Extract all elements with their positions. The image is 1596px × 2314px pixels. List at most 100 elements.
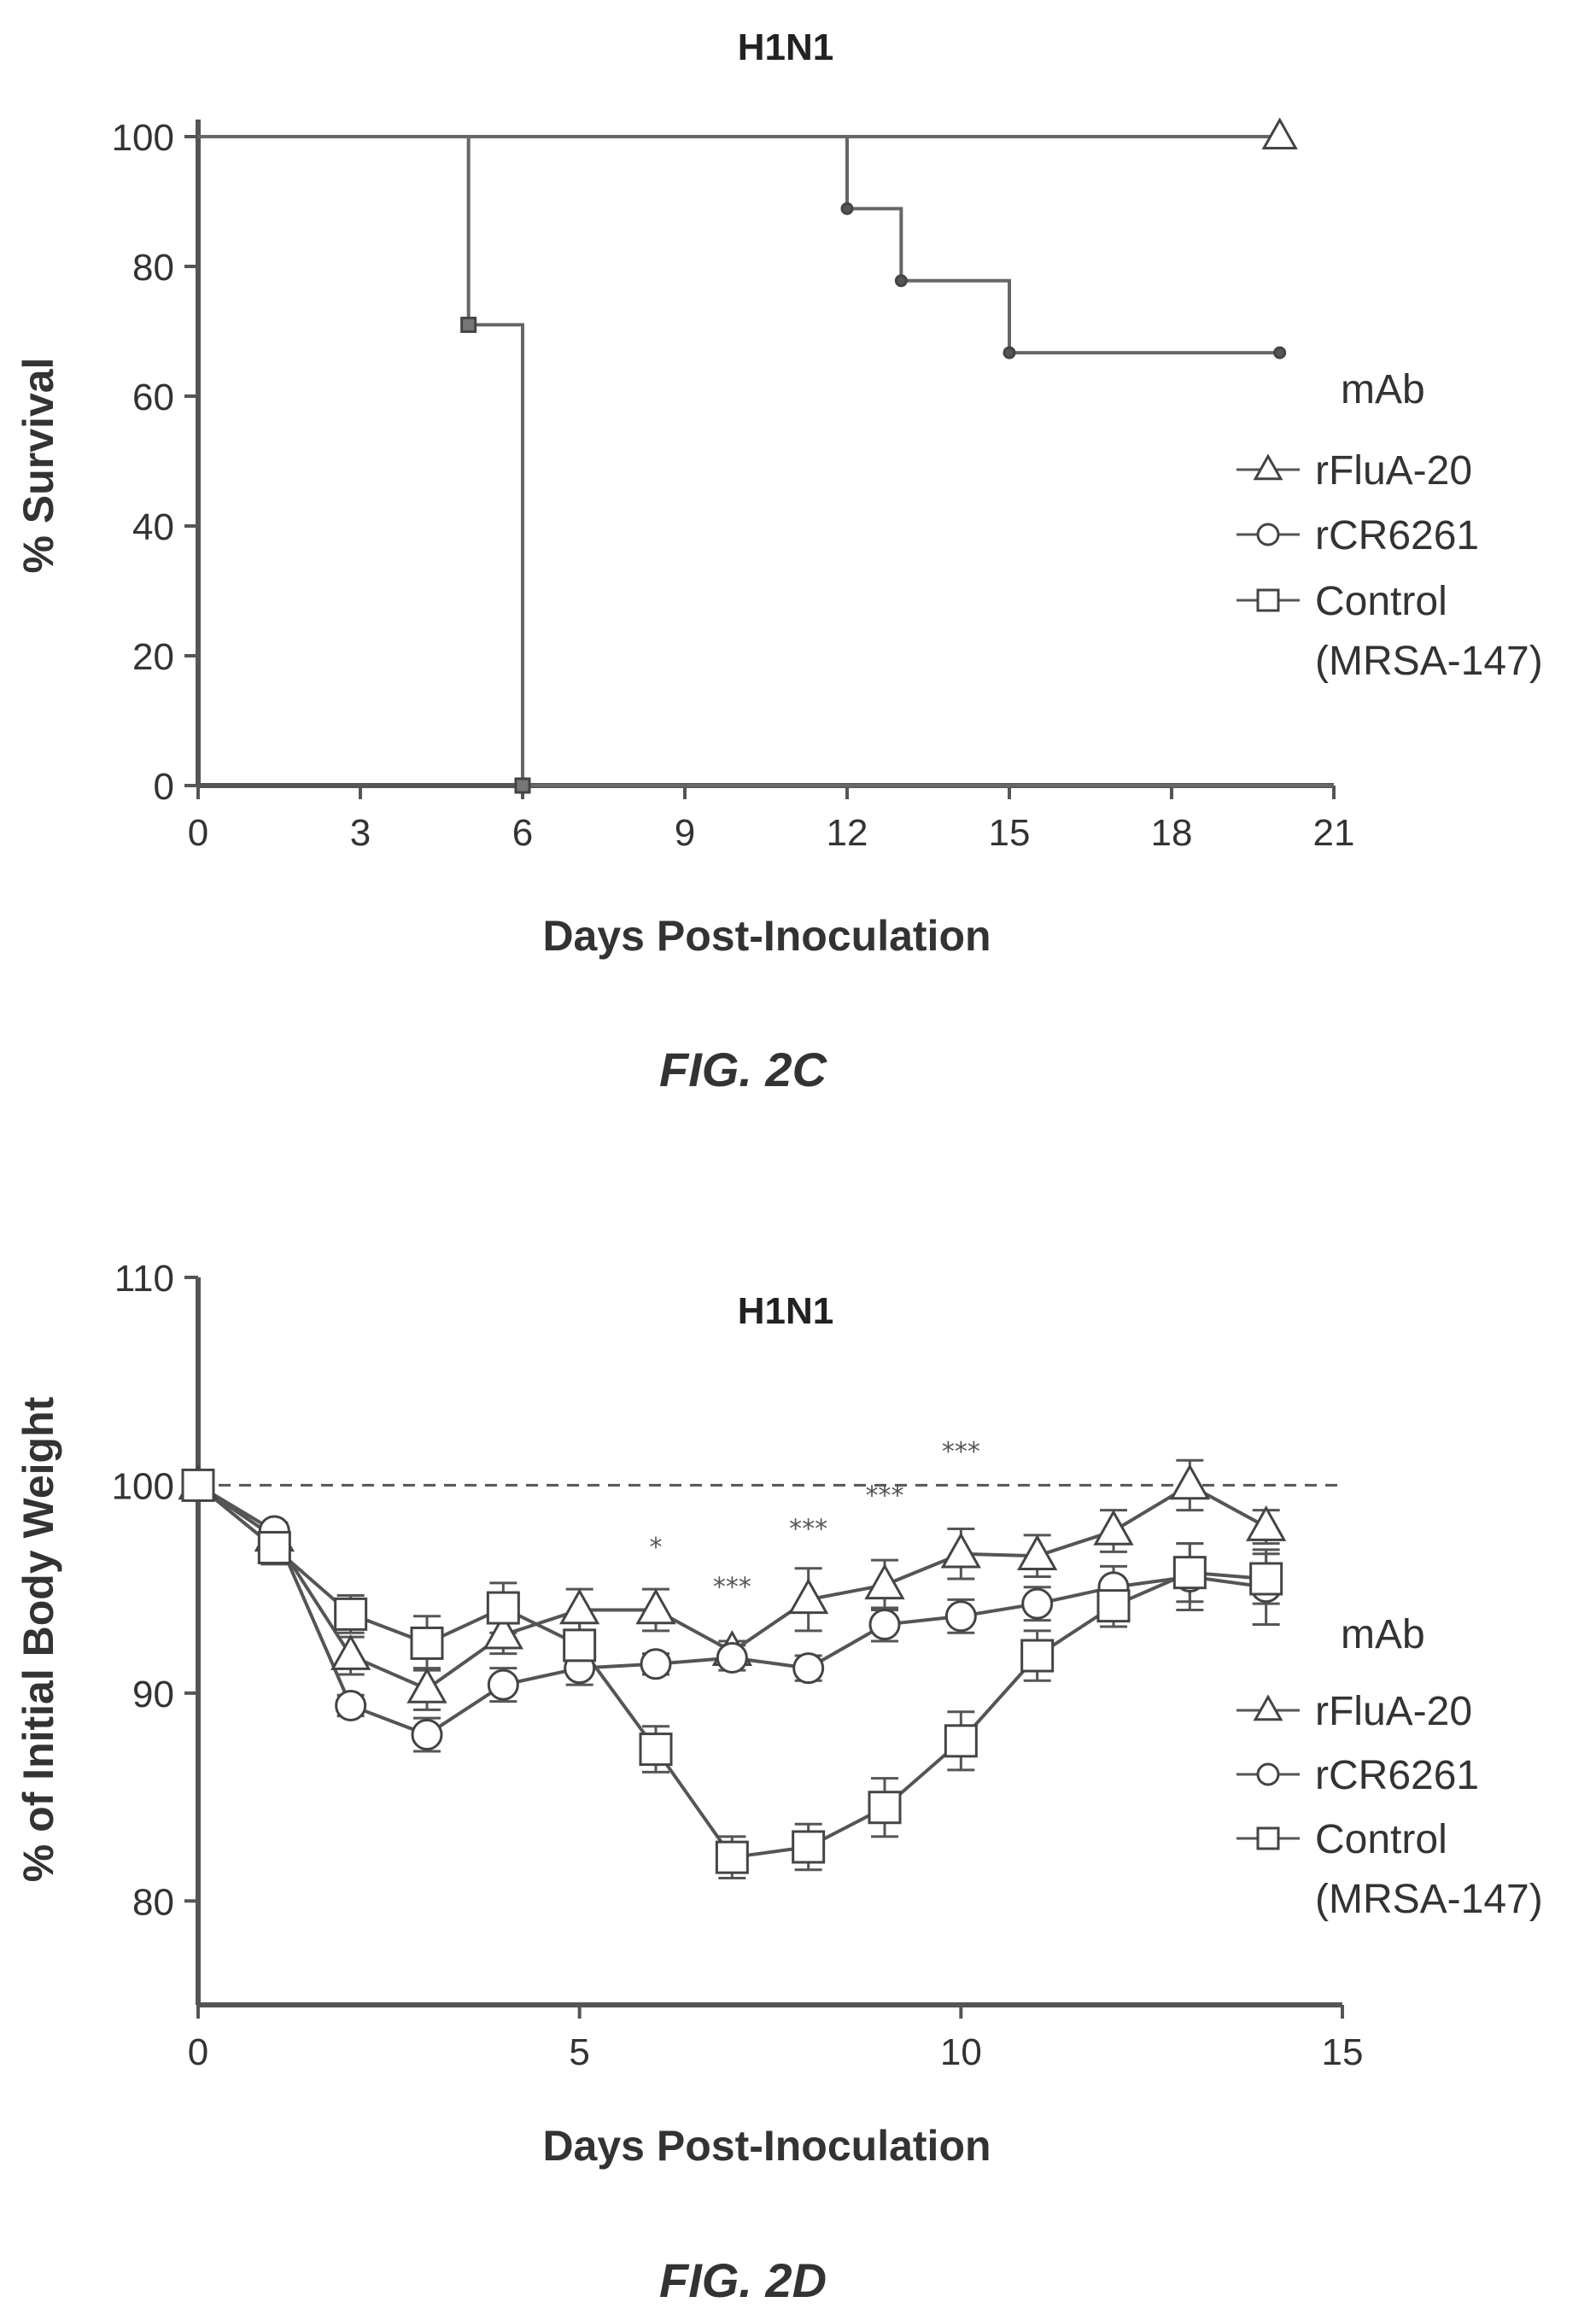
- weight-point-rcr6261-7: [716, 1641, 748, 1674]
- weight-significance-day-9: ***: [866, 1481, 904, 1511]
- weight-point-control-5: [563, 1628, 597, 1662]
- survival-point-control-1: [514, 777, 531, 794]
- weight-point-rcr6261-11: [1021, 1587, 1054, 1620]
- survival-y-tick-label-100: 100: [112, 117, 174, 159]
- body-weight-chart-x-axis-label: Days Post-Inoculation: [542, 2122, 991, 2170]
- survival-x-tick-label-3: 3: [350, 812, 371, 854]
- body-weight-chart-legend: mAb rFluA-20 rCR6261 Control (MRSA-147): [1236, 1612, 1543, 1922]
- survival-legend-label-rflua-20: rFluA-20: [1315, 448, 1472, 494]
- weight-x-tick-label-15: 15: [1322, 2031, 1364, 2073]
- weight-point-rflua-20-10: [940, 1532, 981, 1569]
- weight-significance-day-6: *: [650, 1533, 663, 1563]
- weight-point-rflua-20-12: [1093, 1509, 1134, 1546]
- weight-point-control-6: [639, 1733, 673, 1767]
- survival-legend-marker-rcr6261: [1256, 523, 1280, 546]
- weight-significance-day-8: ***: [789, 1514, 827, 1544]
- survival-chart-plot-area: 0 3 6 9 12 15 18 21 0 20 40 60 80 100: [112, 117, 1355, 854]
- weight-x-tick-label-5: 5: [569, 2031, 589, 2073]
- survival-y-tick-label-0: 0: [154, 766, 174, 808]
- weight-legend-marker-rcr6261: [1256, 1762, 1280, 1786]
- weight-point-rcr6261-10: [944, 1600, 977, 1633]
- weight-legend-title: mAb: [1341, 1612, 1425, 1657]
- survival-legend-label-rcr6261: rCR6261: [1315, 513, 1479, 558]
- survival-line-control: [198, 135, 1334, 787]
- weight-legend-marker-control: [1256, 1826, 1280, 1850]
- survival-chart-y-axis-label: % Survival: [15, 358, 62, 574]
- weight-y-tick-label-100: 100: [112, 1465, 174, 1507]
- weight-point-rcr6261-3: [411, 1719, 443, 1751]
- weight-point-control-7: [715, 1840, 749, 1874]
- weight-point-control-10: [944, 1724, 978, 1758]
- weight-legend-label-rflua-20: rFluA-20: [1315, 1689, 1472, 1734]
- weight-point-control-2: [334, 1597, 368, 1631]
- survival-y-tick-label-40: 40: [132, 506, 174, 548]
- weight-point-control-13: [1172, 1556, 1207, 1590]
- weight-point-rflua-20-3: [406, 1667, 447, 1703]
- weight-point-rflua-20-14: [1246, 1505, 1287, 1541]
- weight-point-rflua-20-2: [330, 1633, 371, 1670]
- survival-chart-title: H1N1: [738, 26, 834, 68]
- body-weight-chart-y-axis-label: % of Initial Body Weight: [15, 1396, 62, 1882]
- survival-y-tick-label-80: 80: [132, 247, 174, 289]
- weight-y-tick-label-90: 90: [132, 1674, 174, 1715]
- survival-y-tick-label-60: 60: [132, 377, 174, 418]
- survival-x-tick-label-0: 0: [188, 812, 208, 854]
- survival-legend-marker-control: [1256, 588, 1280, 612]
- weight-x-tick-label-10: 10: [940, 2031, 982, 2073]
- weight-point-control-14: [1249, 1562, 1283, 1596]
- survival-x-tick-label-12: 12: [827, 812, 868, 854]
- weight-point-rcr6261-8: [792, 1652, 825, 1685]
- weight-point-rflua-20-9: [864, 1563, 905, 1600]
- survival-point-rcr6261-3: [1273, 346, 1287, 359]
- weight-point-rcr6261-2: [335, 1689, 367, 1721]
- survival-x-tick-label-18: 18: [1151, 812, 1193, 854]
- weight-point-rflua-20-13: [1169, 1464, 1210, 1500]
- survival-point-rcr6261-1: [894, 274, 908, 288]
- survival-point-rcr6261-2: [1003, 346, 1016, 359]
- body-weight-chart-caption: FIG. 2D: [659, 2253, 827, 2307]
- weight-point-rflua-20-6: [635, 1588, 676, 1625]
- survival-point-control-0: [460, 316, 477, 333]
- weight-point-rflua-20-5: [559, 1588, 600, 1625]
- survival-chart-caption: FIG. 2C: [659, 1043, 828, 1096]
- weight-point-control-12: [1096, 1589, 1131, 1623]
- weight-significance-day-7: ***: [713, 1572, 751, 1602]
- weight-point-control-1: [257, 1530, 291, 1564]
- weight-significance-day-10: ***: [942, 1437, 980, 1467]
- survival-legend-marker-rflua-20: [1253, 453, 1283, 481]
- survival-line-rcr6261: [198, 135, 1280, 355]
- weight-point-control-4: [486, 1591, 520, 1625]
- survival-y-tick-label-20: 20: [132, 636, 174, 678]
- survival-x-tick-label-21: 21: [1313, 812, 1355, 854]
- survival-legend-title: mAb: [1341, 367, 1425, 412]
- survival-x-tick-label-15: 15: [989, 812, 1031, 854]
- survival-legend-label-control-line2: (MRSA-147): [1315, 639, 1543, 684]
- weight-point-rflua-20-8: [788, 1578, 829, 1615]
- weight-point-rcr6261-9: [868, 1609, 901, 1641]
- weight-legend-label-control: Control: [1315, 1817, 1447, 1862]
- weight-point-control-0: [181, 1468, 215, 1502]
- survival-point-rcr6261-0: [840, 202, 854, 215]
- weight-point-control-11: [1020, 1639, 1055, 1673]
- weight-point-rflua-20-11: [1017, 1534, 1058, 1570]
- weight-point-rcr6261-6: [640, 1648, 672, 1680]
- survival-chart: H1N1 0 3 6 9 12 15 18 21 0 20 40 60 80 100 Days Post-…: [15, 26, 1543, 1096]
- weight-legend-label-rcr6261: rCR6261: [1315, 1753, 1479, 1798]
- survival-chart-legend: mAb rFluA-20 rCR6261 Control (MRSA-147): [1236, 367, 1543, 684]
- weight-legend-label-control-line2: (MRSA-147): [1315, 1877, 1543, 1922]
- weight-point-control-8: [792, 1830, 826, 1864]
- survival-point-rflua-20-0: [1261, 117, 1298, 149]
- weight-point-control-3: [410, 1626, 444, 1660]
- weight-x-tick-label-0: 0: [188, 2031, 208, 2073]
- survival-x-tick-label-6: 6: [512, 812, 533, 854]
- weight-legend-marker-rflua-20: [1253, 1694, 1283, 1721]
- survival-x-tick-label-9: 9: [675, 812, 695, 854]
- weight-y-tick-label-110: 110: [114, 1258, 174, 1300]
- body-weight-chart-title: H1N1: [738, 1290, 834, 1332]
- weight-y-tick-label-80: 80: [132, 1881, 174, 1923]
- weight-point-rcr6261-4: [487, 1668, 519, 1701]
- weight-point-control-9: [868, 1791, 902, 1825]
